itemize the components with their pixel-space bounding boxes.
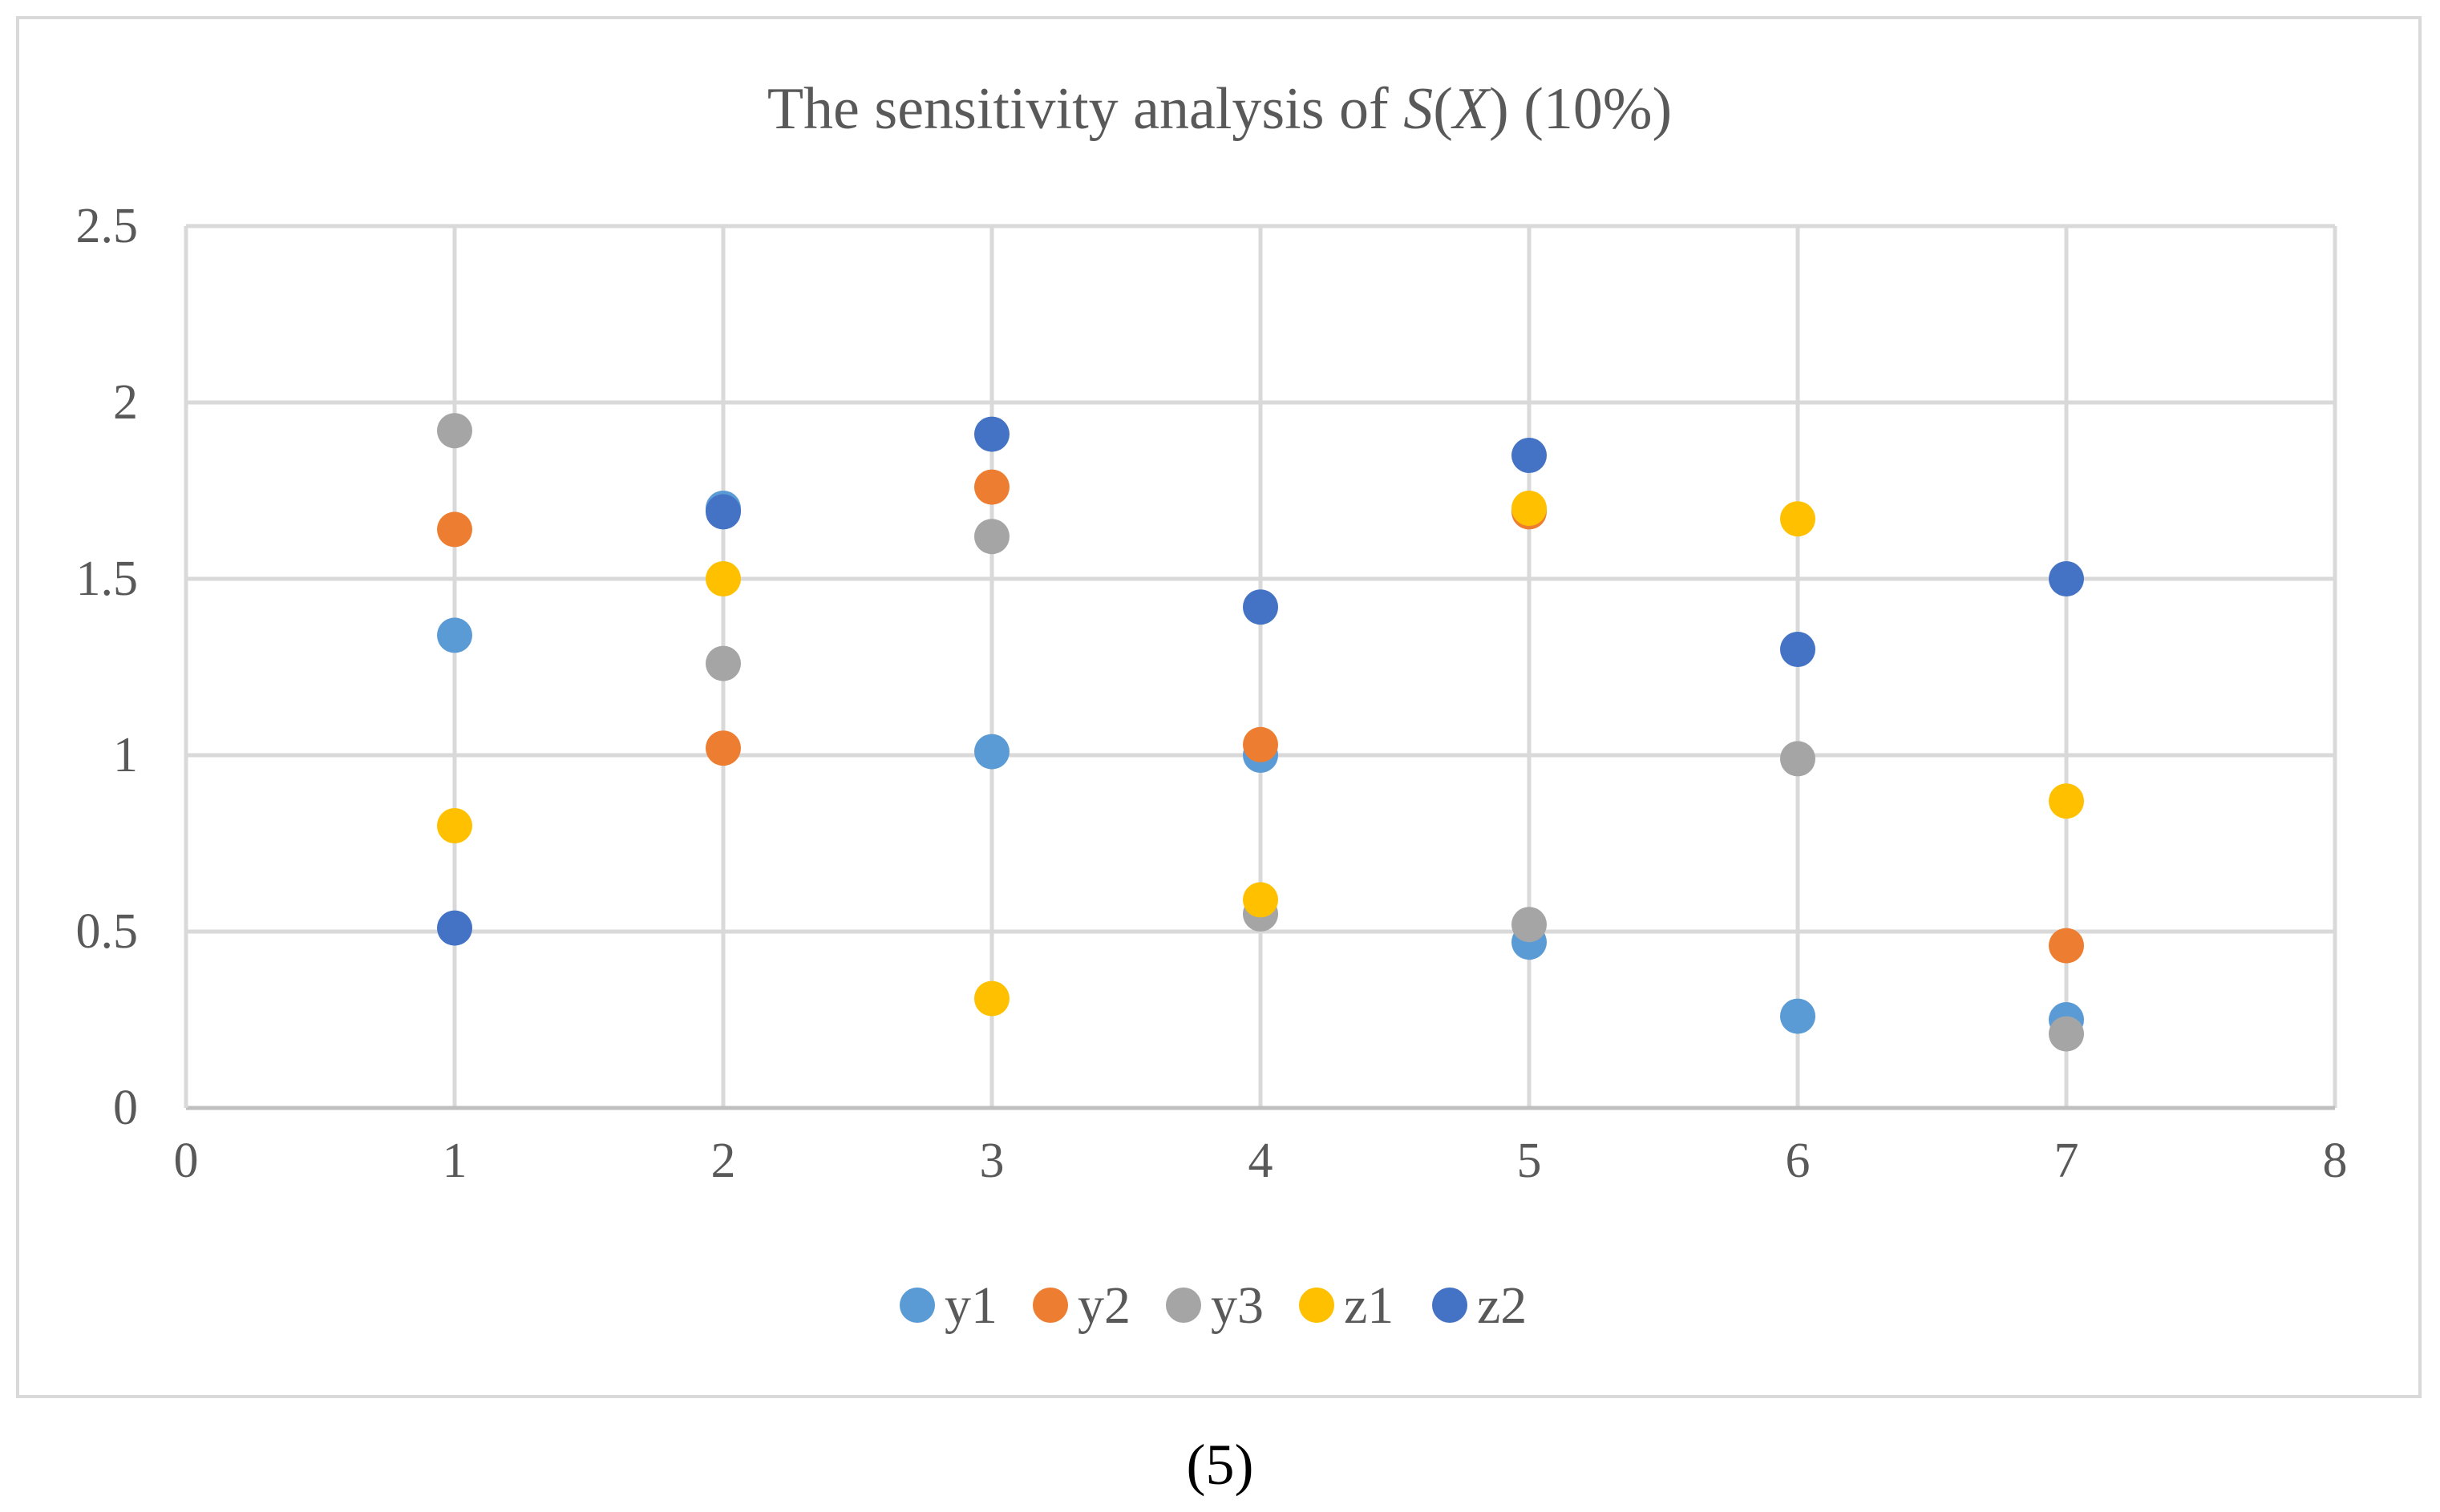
data-point-z1: [706, 561, 741, 596]
y-tick-label: 0: [113, 1081, 138, 1135]
data-point-y1: [974, 734, 1010, 770]
data-point-y3: [974, 519, 1010, 555]
figure-caption: (5): [1186, 1433, 1254, 1497]
x-tick-label: 4: [1248, 1134, 1273, 1188]
data-point-z1: [437, 808, 472, 843]
legend: y1 y2 y3 z1 z2: [900, 1276, 1527, 1335]
legend-marker-y2: [1033, 1288, 1068, 1323]
legend-marker-z1: [1299, 1288, 1334, 1323]
data-points: [437, 413, 2084, 1052]
x-tick-label: 1: [443, 1134, 467, 1188]
x-tick-label: 3: [980, 1134, 1005, 1188]
legend-label-y1: y1: [945, 1276, 997, 1335]
legend-label-y3: y3: [1211, 1276, 1264, 1335]
y-tick-label: 2: [113, 375, 138, 430]
data-point-y3: [2049, 1016, 2084, 1052]
data-point-z1: [974, 980, 1010, 1017]
data-point-z2: [1243, 589, 1278, 625]
data-point-y3: [1511, 907, 1547, 943]
data-point-z2: [1780, 632, 1815, 667]
data-point-y3: [706, 645, 741, 681]
axes: [184, 226, 2335, 1110]
y-tick-label: 1.5: [76, 552, 139, 606]
x-tick-label: 0: [174, 1134, 199, 1188]
data-point-y3: [437, 413, 472, 449]
legend-label-y2: y2: [1078, 1276, 1131, 1335]
x-tick-label: 6: [1786, 1134, 1811, 1188]
legend-marker-y3: [1166, 1288, 1201, 1323]
chart-frame: [16, 16, 2422, 1398]
gridlines: [186, 224, 2337, 1108]
data-point-y1: [1780, 998, 1815, 1034]
data-point-z1: [1780, 501, 1815, 537]
y-tick-label: 2.5: [76, 199, 139, 253]
x-tick-label: 5: [1517, 1134, 1542, 1188]
data-point-y2: [1243, 726, 1278, 762]
x-tick-label: 7: [2054, 1134, 2079, 1188]
data-point-y2: [437, 511, 472, 548]
data-point-z2: [706, 494, 741, 530]
data-point-z2: [1511, 438, 1547, 473]
data-point-z1: [1243, 882, 1278, 918]
data-point-z1: [1511, 491, 1547, 526]
data-point-y2: [2049, 928, 2084, 964]
data-point-y1: [437, 617, 472, 653]
x-tick-label: 2: [711, 1134, 736, 1188]
data-point-z2: [437, 910, 472, 946]
chart-title: The sensitivity analysis of S(X) (10%): [767, 76, 1672, 142]
data-point-z2: [974, 416, 1010, 452]
legend-label-z1: z1: [1344, 1276, 1394, 1335]
x-tick-label: 8: [2323, 1134, 2348, 1188]
data-point-y3: [1780, 741, 1815, 777]
legend-label-z2: z2: [1477, 1276, 1527, 1335]
legend-marker-y1: [900, 1288, 935, 1323]
y-tick-label: 1: [113, 728, 138, 782]
data-point-y2: [706, 730, 741, 766]
data-point-y2: [974, 469, 1010, 505]
legend-marker-z2: [1432, 1288, 1467, 1323]
data-point-z2: [2049, 561, 2084, 596]
data-point-z1: [2049, 783, 2084, 819]
tick-labels: 0 1 2 3 4 5 6 7 8 0 0.5 1 1.5 2 2.5: [76, 199, 2348, 1188]
y-tick-label: 0.5: [76, 904, 139, 959]
